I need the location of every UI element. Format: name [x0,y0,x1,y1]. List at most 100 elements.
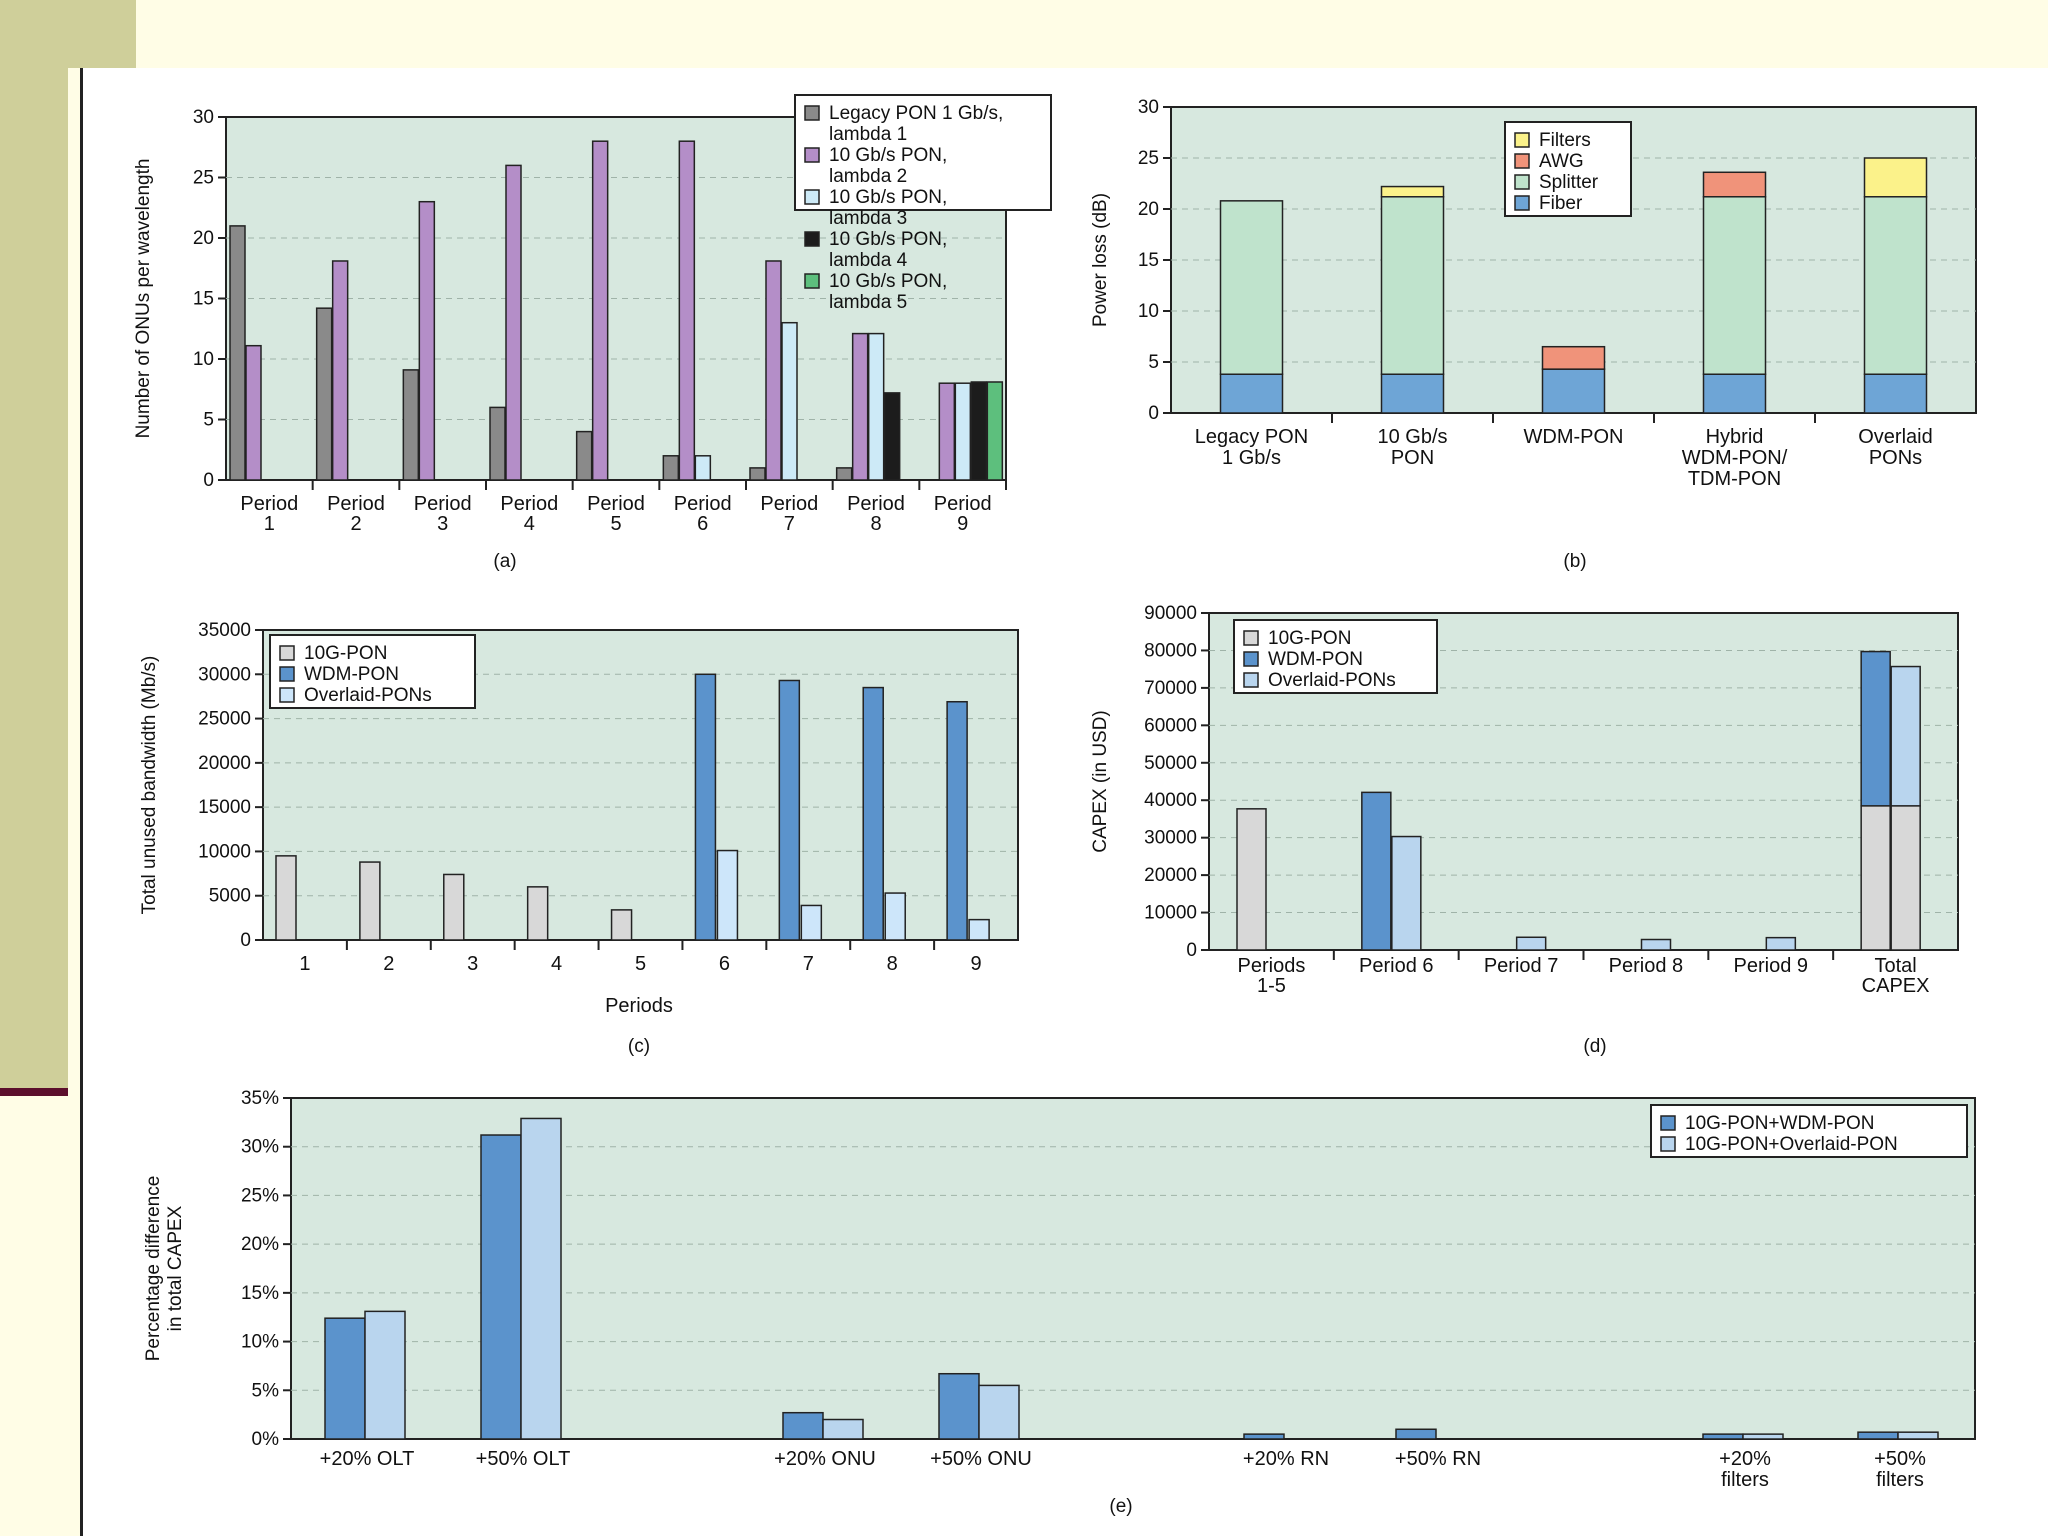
legend-label: 10 Gb/s PON, lambda 2 [829,145,947,187]
x-tick-label: +50% ONU [930,1448,1032,1470]
y-tick-label: 30000 [1144,828,1197,849]
legend-d [1233,619,1438,694]
bar [800,904,823,941]
bar [443,873,465,941]
x-tick-label: Period 7 [1484,955,1559,977]
x-tick-label: Period 2 [327,493,385,535]
x-tick-label: Period 3 [414,493,472,535]
legend-label: 10 Gb/s PON, lambda 5 [829,271,947,313]
legend-label: Fiber [1539,193,1583,214]
y-tick-label: 5 [1148,352,1159,373]
bar [1361,791,1392,951]
y-axis-label: CAPEX (in USD) [1090,710,1111,853]
y-axis-label: Total unused bandwidth (Mb/s) [139,656,160,915]
bar [862,686,884,941]
legend-swatch [279,687,295,703]
y-tick-label: 25 [193,168,214,189]
bar [1765,936,1797,951]
bar [678,140,696,481]
y-tick-label: 10 [1138,301,1159,322]
y-tick-label: 35000 [198,620,251,641]
legend-swatch [804,231,820,247]
chart-a: 0 5 10 15 20 25 30 Period 1 Period 2 Period 3 Period 4… [133,94,1052,572]
legend-swatch [1514,195,1530,211]
caption-c: (c) [628,1036,650,1057]
legend-label: Overlaid-PONs [304,685,432,706]
bar [229,225,246,481]
legend-swatch [1660,1136,1676,1152]
x-tick-label: 4 [551,953,562,975]
legend-swatch [1660,1115,1676,1131]
bar [324,1317,366,1440]
stacked-bar-segment [1541,345,1606,370]
x-tick-label: Period 7 [760,493,818,535]
bar [1391,835,1422,951]
bar [315,307,333,481]
legend-label: 10G-PON+WDM-PON [1685,1113,1875,1134]
y-tick-label: 0 [1186,940,1197,961]
x-tick-label: Period 6 [1359,955,1434,977]
bar [938,382,956,481]
y-tick-label: 60000 [1144,715,1197,736]
legend-label: WDM-PON [1268,649,1363,670]
caption-b: (b) [1563,551,1586,572]
y-tick-label: 25000 [198,709,251,730]
y-axis-label: Power loss (dB) [1090,193,1111,327]
stacked-bar-segment [1219,200,1284,375]
x-tick-label: Period 9 [1734,955,1809,977]
bar [418,200,436,481]
y-tick-label: 25 [1138,148,1159,169]
x-tick-label: +50% OLT [476,1448,571,1470]
caption-a: (a) [493,551,516,572]
x-tick-label: Period 5 [587,493,645,535]
x-tick-label: +50% RN [1395,1448,1481,1470]
stacked-bar-segment [1219,373,1284,414]
bar [331,260,349,481]
stacked-bar-segment [1890,665,1921,807]
legend-label: Overlaid-PONs [1268,670,1396,691]
y-tick-label: 30 [1138,97,1159,118]
y-tick-label: 5% [252,1380,280,1401]
stacked-bar-segment [1702,373,1767,414]
stacked-bar-segment [1863,157,1928,198]
stacked-bar-segment [1863,373,1928,414]
legend-swatch [804,147,820,163]
bar [694,455,712,481]
stacked-bar-segment [1380,373,1445,414]
legend-swatch [1514,153,1530,169]
stacked-bar-segment [1380,196,1445,375]
legend-label: WDM-PON [304,664,399,685]
chart-d: 0 10000 20000 30000 40000 50000 60000 70000 8000… [1090,603,1959,1057]
x-tick-label: +20% OLT [320,1448,415,1470]
chart-b: 0 5 10 15 20 25 30 Legacy PON 1 Gb/s 10 Gb/s PON WD… [1090,97,1977,572]
bar [575,430,593,481]
legend-swatch [804,273,820,289]
bar [245,344,262,481]
stacked-bar-segment [1380,185,1445,198]
bar [778,679,801,941]
x-tick-label: Period 4 [500,493,558,535]
legend-swatch [804,105,820,121]
x-tick-label: +20% filters [1719,1448,1771,1491]
bar [968,918,990,941]
bar [591,140,609,481]
x-tick-label: Period 8 [1609,955,1684,977]
legend-label: 10 Gb/s PON, lambda 4 [829,229,947,271]
legend-label: 10G-PON [1268,628,1351,649]
stacked-bar-segment [1860,650,1891,807]
y-tick-label: 10 [193,349,214,370]
olive-band-side [0,68,68,1088]
legend-swatch [1514,174,1530,190]
bar [986,381,1004,481]
y-tick-label: 20 [193,228,214,249]
bar [954,382,972,481]
bar [851,332,869,481]
bar [402,369,420,481]
legend-swatch [1514,132,1530,148]
bar [765,260,782,481]
legend-label: 10G-PON+Overlaid-PON [1685,1134,1898,1155]
y-tick-label: 0 [203,470,214,491]
legend-label: AWG [1539,151,1584,172]
legend-swatch [1243,672,1259,688]
